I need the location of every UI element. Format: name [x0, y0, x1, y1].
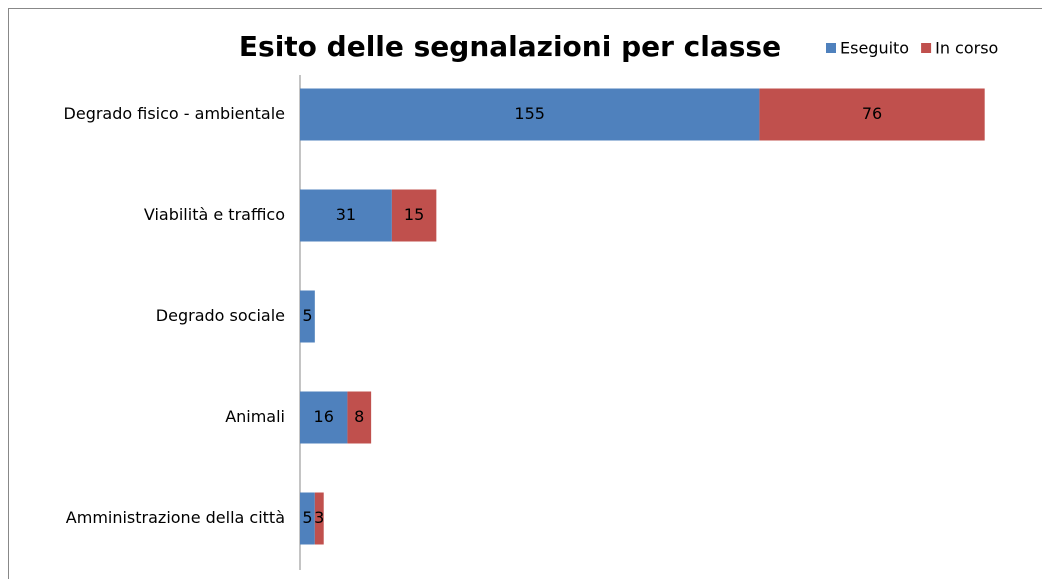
- bar-segment: [391, 189, 437, 242]
- bar-segment: [300, 189, 392, 242]
- bar-segment: [314, 492, 324, 545]
- category-label: Amministrazione della città: [66, 508, 285, 527]
- category-label: Degrado sociale: [156, 306, 285, 325]
- category-label: Degrado fisico - ambientale: [64, 104, 285, 123]
- value-label: 5: [302, 306, 312, 325]
- value-label: 16: [314, 407, 334, 426]
- bar-segment: [300, 492, 315, 545]
- value-label: 15: [404, 205, 424, 224]
- value-label: 5: [302, 508, 312, 527]
- bar-segment: [347, 391, 372, 444]
- bar-segment: [300, 290, 315, 343]
- chart-title: Esito delle segnalazioni per classe: [239, 30, 781, 63]
- value-label: 31: [336, 205, 356, 224]
- legend-label: Eseguito: [840, 39, 909, 58]
- category-label: Viabilità e traffico: [144, 205, 285, 224]
- legend-swatch: [826, 43, 836, 53]
- value-label: 3: [314, 508, 324, 527]
- legend-label: In corso: [935, 39, 998, 58]
- bar-segment: [759, 88, 985, 141]
- category-label: Animali: [225, 407, 285, 426]
- bar-segment: [300, 391, 348, 444]
- value-label: 8: [354, 407, 364, 426]
- value-label: 155: [514, 104, 545, 123]
- value-label: 76: [862, 104, 882, 123]
- bar-segment: [300, 88, 760, 141]
- legend-swatch: [921, 43, 932, 53]
